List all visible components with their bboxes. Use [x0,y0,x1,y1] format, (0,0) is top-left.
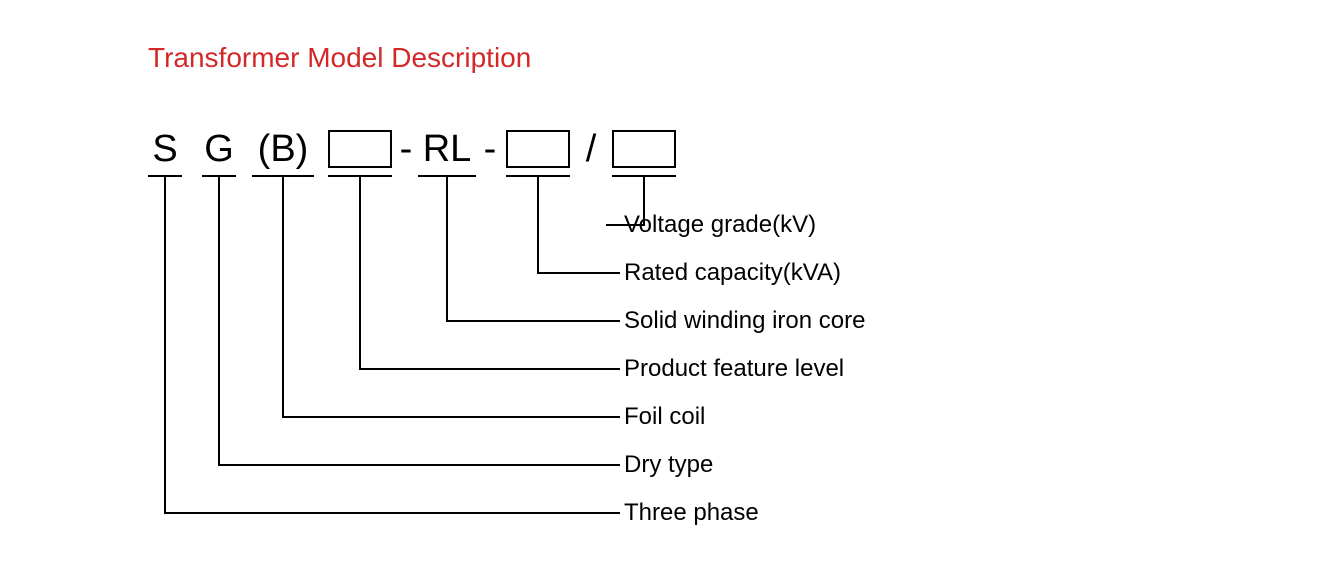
connector-lines [0,0,1336,578]
